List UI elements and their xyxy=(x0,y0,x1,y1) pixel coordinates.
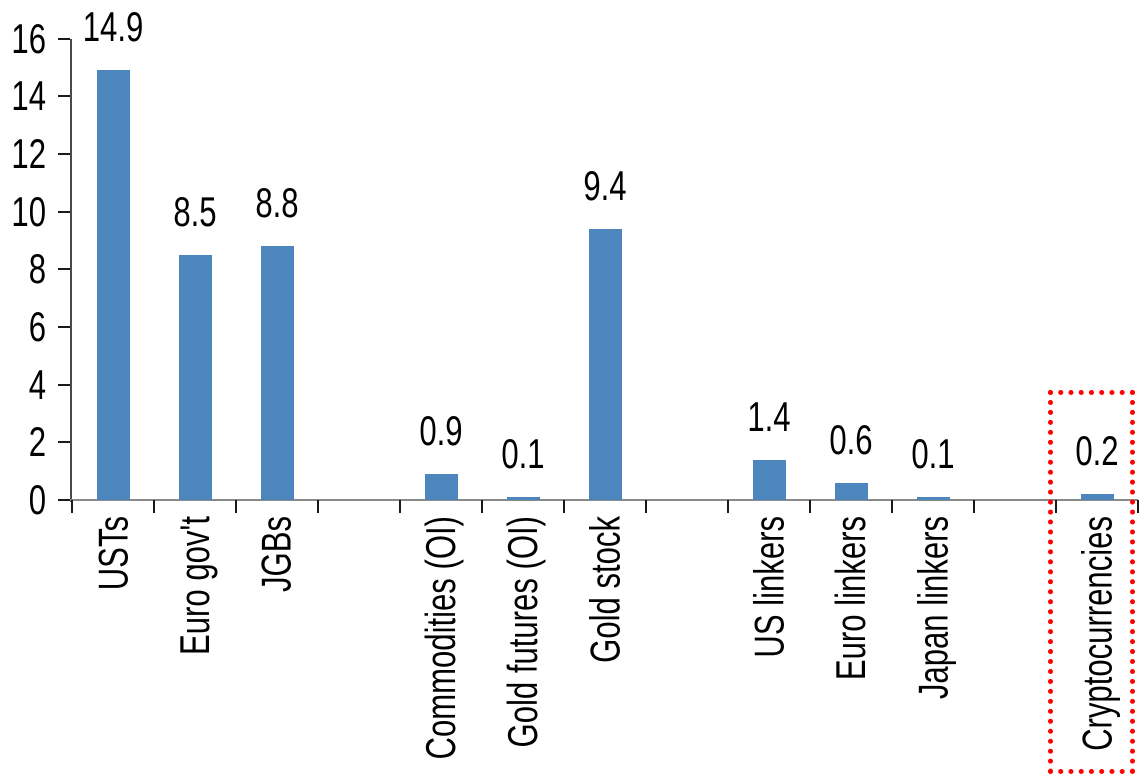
x-axis-line xyxy=(70,499,1138,501)
x-tick xyxy=(1137,500,1139,513)
bar-us-linkers xyxy=(752,459,786,500)
y-tick xyxy=(58,383,70,386)
bar-gold-futures-oi xyxy=(506,497,540,500)
x-tick xyxy=(235,500,237,513)
y-axis-tick-label: 8 xyxy=(28,245,46,293)
y-tick xyxy=(58,499,70,501)
y-axis-tick-label: 2 xyxy=(28,418,46,466)
category-label-gold-futures-oi: Gold futures (OI) xyxy=(499,516,546,748)
category-label-commodities-oi: Commodities (OI) xyxy=(417,516,464,760)
bar-commodities-oi xyxy=(424,474,458,500)
y-axis-tick-label: 6 xyxy=(28,302,46,350)
bar-usts xyxy=(96,70,130,500)
x-tick xyxy=(399,500,401,513)
x-tick xyxy=(481,500,483,513)
y-axis-tick-label: 12 xyxy=(11,129,46,177)
bar-value-label-japan-linkers: 0.1 xyxy=(911,430,955,478)
x-tick xyxy=(891,500,893,513)
x-tick xyxy=(645,500,647,513)
bar-value-label-commodities-oi: 0.9 xyxy=(419,407,463,455)
bar-jgbs xyxy=(260,246,294,500)
y-axis-tick-label: 10 xyxy=(11,187,46,235)
bar-value-label-gold-futures-oi: 0.1 xyxy=(501,430,545,478)
y-tick xyxy=(58,95,70,98)
category-label-euro-linkers: Euro linkers xyxy=(827,516,874,681)
category-label-euro-gov-t: Euro gov't xyxy=(171,516,218,655)
x-tick xyxy=(317,500,319,513)
category-label-japan-linkers: Japan linkers xyxy=(909,516,956,700)
x-tick xyxy=(1055,500,1057,513)
bar-cryptocurrencies xyxy=(1080,494,1114,500)
bar-value-label-us-linkers: 1.4 xyxy=(747,392,791,440)
x-tick xyxy=(809,500,811,513)
bar-japan-linkers xyxy=(916,497,950,500)
y-axis-tick-label: 14 xyxy=(11,72,46,120)
y-tick xyxy=(58,268,70,271)
x-tick xyxy=(153,500,155,513)
bar-value-label-gold-stock: 9.4 xyxy=(583,161,627,209)
y-tick xyxy=(58,325,70,328)
category-label-jgbs: JGBs xyxy=(253,516,300,592)
bar-euro-linkers xyxy=(834,482,868,500)
bar-value-label-euro-gov-t: 8.5 xyxy=(173,187,217,235)
x-tick xyxy=(727,500,729,513)
x-tick xyxy=(973,500,975,513)
category-label-gold-stock: Gold stock xyxy=(581,516,628,663)
y-tick xyxy=(58,37,70,40)
y-axis-tick-label: 16 xyxy=(11,14,46,62)
y-tick xyxy=(58,441,70,444)
x-tick xyxy=(71,500,73,513)
bar-value-label-cryptocurrencies: 0.2 xyxy=(1075,427,1119,475)
bar-value-label-jgbs: 8.8 xyxy=(255,179,299,227)
highlight-box-cryptocurrencies xyxy=(1048,390,1135,774)
bar-value-label-usts: 14.9 xyxy=(82,3,144,51)
bar-gold-stock xyxy=(588,228,622,500)
y-axis-tick-label: 4 xyxy=(28,360,46,408)
category-label-usts: USTs xyxy=(89,516,136,591)
y-axis-line xyxy=(70,38,72,502)
bar-euro-gov-t xyxy=(178,254,212,500)
y-tick xyxy=(58,210,70,213)
bar-value-label-euro-linkers: 0.6 xyxy=(829,415,873,463)
y-axis-tick-label: 0 xyxy=(28,476,46,523)
y-tick xyxy=(58,152,70,155)
category-label-us-linkers: US linkers xyxy=(745,516,792,658)
x-tick xyxy=(563,500,565,513)
